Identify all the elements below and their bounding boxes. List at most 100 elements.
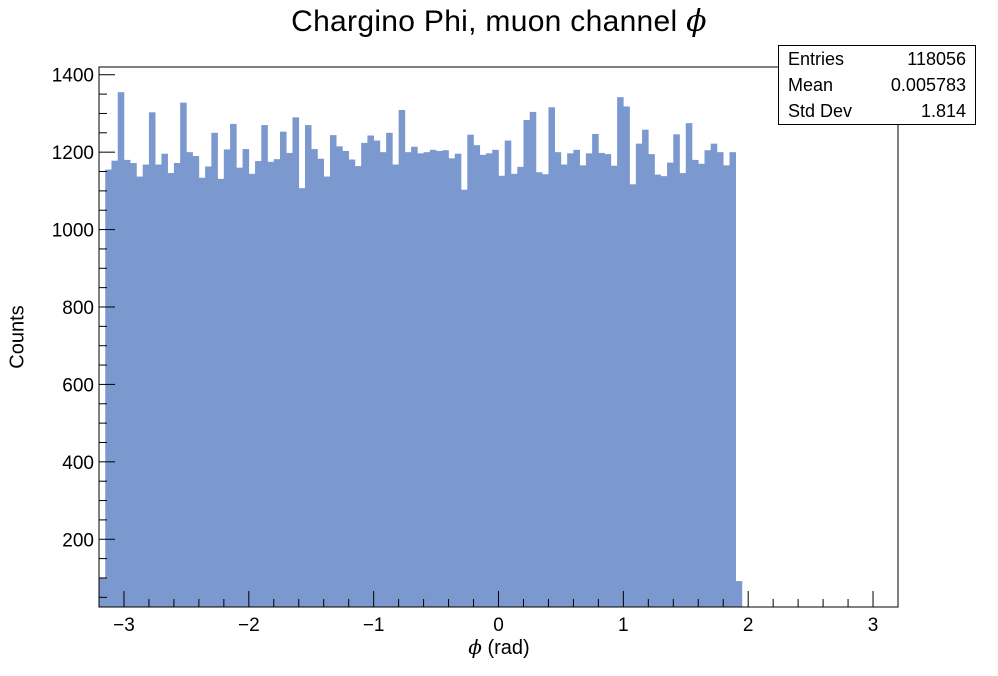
histogram-bin (667, 162, 674, 608)
histogram-bin (573, 149, 580, 607)
histogram-bin (729, 152, 736, 607)
histogram-bin (529, 111, 537, 608)
histogram-bin (517, 166, 524, 607)
histogram-bin (542, 174, 549, 608)
y-axis-label: Counts (6, 305, 29, 369)
histogram-bin (148, 112, 156, 607)
histogram-bin (130, 163, 137, 607)
histogram-bin (442, 150, 449, 608)
histogram-bin (373, 140, 381, 608)
histogram-bin (248, 173, 256, 607)
histogram-bin (99, 577, 106, 607)
histogram-bin (329, 135, 337, 607)
histogram-bin (361, 142, 368, 607)
histogram-bin (735, 581, 743, 607)
histogram-bin (560, 164, 568, 608)
histogram-bin (492, 149, 499, 607)
histogram-bin (348, 159, 356, 607)
x-axis-phi-symbol: ϕ (468, 635, 482, 659)
y-tick-label: 600 (62, 375, 94, 396)
histogram-bin (136, 176, 143, 608)
histogram-bin (554, 152, 562, 607)
histogram-bin (311, 149, 318, 607)
histogram-bin (286, 152, 293, 607)
histogram-bin (716, 152, 724, 607)
chart-title-text: Chargino Phi, muon channel (291, 5, 687, 38)
histogram-bin (673, 134, 680, 607)
histogram-bin (417, 153, 424, 607)
ticks (98, 74, 899, 607)
histogram-bin (604, 154, 612, 607)
y-tick-label: 1200 (52, 143, 94, 164)
histogram-bin (585, 153, 593, 607)
histogram-bin (323, 176, 331, 608)
stats-row-mean: Mean 0.005783 (779, 72, 975, 98)
histogram-bin (448, 158, 456, 607)
x-tick-label: −2 (238, 615, 260, 636)
histogram-bin (579, 165, 587, 607)
histogram-bin (617, 97, 624, 607)
histogram-bin (548, 107, 555, 607)
histogram-bin (105, 169, 112, 607)
histogram-bin (411, 146, 418, 608)
histogram-bin (623, 106, 630, 607)
histogram-bin (298, 188, 306, 607)
histogram-bin (567, 153, 574, 607)
stats-stddev-label: Std Dev (788, 101, 853, 121)
histogram-bin (498, 175, 506, 607)
stats-mean-label: Mean (788, 75, 834, 95)
histogram-bin (610, 165, 618, 607)
y-tick-label: 1000 (52, 221, 94, 242)
histogram-bin (123, 159, 131, 607)
histogram-bin (142, 164, 150, 608)
histogram-bin (392, 164, 399, 608)
histogram-bin (261, 125, 268, 607)
x-tick-label: −3 (113, 615, 135, 636)
histogram-bin (710, 143, 718, 607)
stats-row-stddev: Std Dev 1.814 (779, 98, 975, 124)
x-axis-label-text: (rad) (481, 637, 530, 659)
histogram-bin (523, 120, 531, 607)
histogram-bin (454, 153, 462, 607)
histogram-bin (354, 166, 362, 607)
stats-entries-label: Entries (788, 49, 845, 69)
histogram-bin (598, 152, 605, 607)
histogram-bin (155, 164, 162, 608)
histogram-bin (660, 176, 668, 607)
x-tick-label: 2 (743, 615, 754, 636)
histogram-bin (429, 149, 437, 607)
chart-title-phi-symbol: ϕ (686, 4, 707, 39)
histogram-bin (479, 154, 487, 607)
histogram-bin (211, 132, 218, 607)
histogram-bin (386, 132, 393, 607)
histogram-bin (635, 143, 643, 607)
tick-labels: −3 −2 −1 0 1 2 3 200 400 600 800 1000 1200 1400 (52, 66, 879, 636)
histogram-bin (167, 173, 175, 607)
histogram-bin (679, 173, 687, 607)
histogram-bin (198, 177, 206, 607)
x-axis-label: ϕ (rad) (0, 635, 998, 660)
y-tick-label: 1400 (52, 66, 94, 87)
histogram-bin (692, 159, 699, 607)
histogram-bin (280, 131, 287, 607)
histogram-bin (180, 102, 187, 608)
chart-title: Chargino Phi, muon channel ϕ (0, 4, 998, 39)
histogram-bin (398, 109, 406, 607)
histogram-bin (304, 125, 312, 607)
histogram-bin (367, 135, 374, 607)
histogram-bin (723, 165, 730, 607)
histogram-bin (379, 152, 387, 607)
stats-row-entries: Entries 118056 (779, 46, 975, 72)
histogram-bin (504, 140, 512, 608)
histogram-bin (436, 151, 443, 607)
histogram-bin (423, 152, 431, 607)
histogram-bin (404, 152, 412, 607)
histogram-bin (242, 149, 250, 607)
histogram-bin (592, 133, 599, 607)
histogram-bin (629, 184, 637, 608)
histogram-bin (117, 92, 125, 607)
histogram-bin (486, 153, 493, 607)
histogram-bin (336, 146, 343, 607)
histogram-bin (217, 178, 225, 607)
histogram-bin (535, 172, 543, 608)
